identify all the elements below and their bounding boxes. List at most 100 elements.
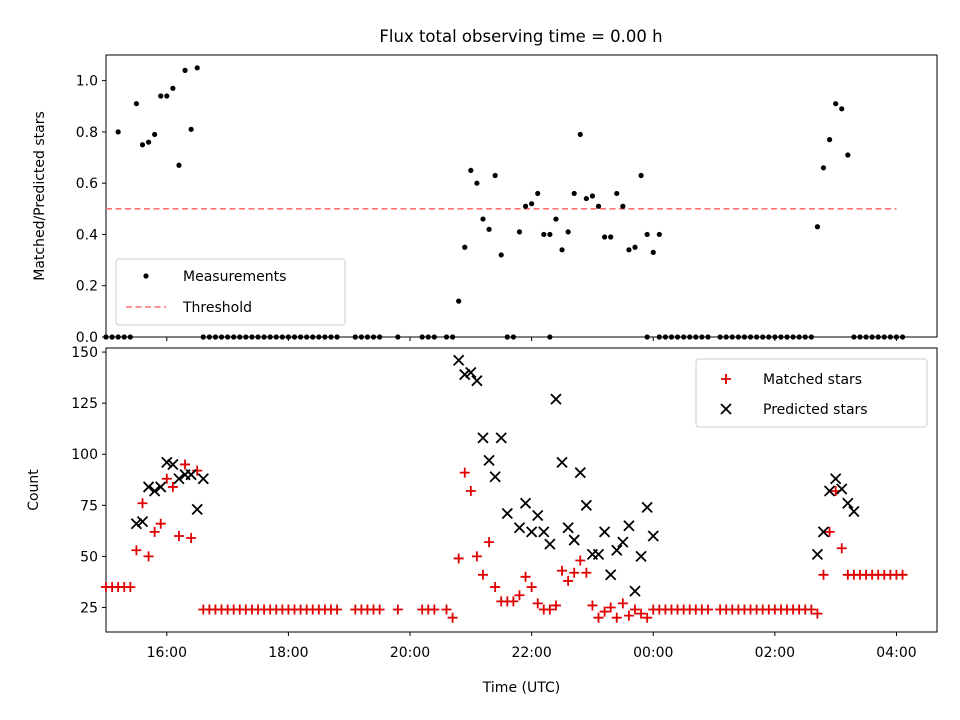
measurement-point [668, 334, 675, 340]
y-tick-label: 0.2 [76, 279, 98, 295]
measurement-point [620, 203, 626, 209]
measurement-point [297, 334, 304, 340]
matched-star-point [550, 600, 561, 611]
matched-star-point [623, 610, 634, 621]
measurement-point [650, 249, 656, 255]
measurement-point [364, 334, 371, 340]
count-panel: 25 50 75 100 125 150 16:00 18:00 20:00 22:00 00:00… [26, 345, 938, 696]
predicted-star-point [544, 538, 556, 550]
y-tick-label: 25 [80, 600, 98, 616]
measurement-point [565, 229, 571, 235]
measurement-point [662, 334, 669, 340]
measurement-point [760, 334, 766, 340]
legend-marker-measurements [143, 273, 149, 279]
measurement-point [644, 334, 650, 340]
predicted-star-point [574, 466, 586, 479]
x-axis-label: Time (UTC) [482, 680, 560, 696]
matched-star-point [617, 598, 628, 609]
measurement-point [310, 334, 316, 340]
measurement-point [626, 247, 632, 253]
measurement-point [833, 101, 839, 107]
measurement-point [370, 334, 377, 340]
predicted-star-point [483, 454, 495, 467]
measurement-point [231, 334, 237, 340]
measurement-point [674, 334, 681, 340]
measurement-point [498, 252, 504, 258]
measurement-point [127, 334, 133, 340]
matched-star-point [563, 575, 574, 586]
matched-star-point [490, 582, 501, 593]
measurement-point [735, 334, 741, 340]
measurement-point [115, 334, 121, 340]
y-tick-label: 0.4 [76, 227, 98, 243]
measurement-point [145, 139, 152, 145]
matched-star-point [642, 612, 653, 623]
matched-star-point [180, 459, 191, 470]
measurement-point [285, 334, 292, 340]
measurement-point [377, 334, 383, 340]
matched-star-point [605, 602, 616, 613]
predicted-star-point [623, 520, 635, 532]
predicted-star-point [465, 366, 477, 379]
measurement-point [468, 167, 474, 173]
measurement-point [644, 231, 650, 238]
matched-star-point [544, 604, 555, 615]
measurement-point [802, 334, 808, 340]
measurement-point [535, 190, 541, 197]
x-tick-label: 04:00 [876, 645, 916, 661]
measurement-point [741, 334, 748, 340]
measurement-point [541, 231, 547, 238]
predicted-star-point [495, 432, 507, 444]
matched-star-point [897, 569, 908, 580]
matched-star-point [508, 596, 519, 607]
measurement-point [431, 334, 437, 340]
measurement-point [820, 165, 827, 171]
measurement-point [121, 334, 127, 340]
matched-star-point [581, 567, 592, 578]
predicted-star-point [568, 534, 580, 546]
measurement-point [595, 203, 602, 209]
measurement-point [206, 334, 212, 340]
matched-star-point [587, 600, 598, 611]
legend-box-top [115, 258, 346, 326]
measurement-point [249, 334, 255, 340]
predicted-star-point [130, 518, 143, 530]
measurement-point [322, 334, 328, 340]
y-tick-label: 125 [71, 396, 98, 412]
predicted-star-point [842, 497, 854, 509]
matched-star-point [453, 553, 464, 564]
measurement-point [766, 334, 772, 340]
x-tick-label: 16:00 [147, 645, 187, 661]
measurement-point [875, 334, 881, 340]
measurement-point [571, 190, 577, 197]
y-tick-label: 50 [80, 549, 98, 565]
matched-star-point [611, 612, 622, 623]
predicted-star-point [149, 485, 161, 497]
predicted-star-point [155, 481, 167, 493]
measurement-point [492, 172, 498, 179]
matched-star-point [836, 543, 847, 554]
predicted-star-point [556, 456, 568, 469]
matched-star-point [429, 604, 440, 615]
measurement-point [614, 190, 620, 197]
y-tick-label: 0.0 [76, 330, 98, 346]
measurement-point [589, 193, 596, 199]
measurement-point [139, 142, 146, 148]
predicted-star-point [459, 368, 471, 381]
y-tick-label: 150 [71, 345, 98, 361]
measurement-point [480, 216, 486, 222]
measurement-point [778, 334, 784, 340]
y-tick-label: 0.6 [76, 176, 98, 192]
chart-title: Flux total observing time = 0.00 h [379, 27, 662, 46]
predicted-star-point [817, 526, 830, 538]
measurement-point [237, 334, 243, 340]
measurement-point [893, 334, 900, 340]
matched-star-point [702, 604, 713, 615]
matched-star-point [173, 530, 184, 541]
measurement-point [218, 334, 225, 340]
measurement-point [529, 201, 535, 207]
measurement-point [814, 224, 821, 230]
measurement-point [656, 231, 662, 238]
predicted-star-point [525, 526, 538, 538]
